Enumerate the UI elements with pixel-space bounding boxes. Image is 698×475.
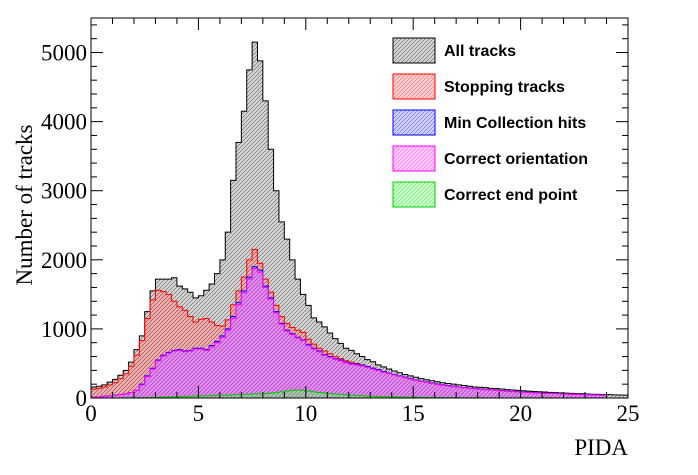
x-tick-label: 10 bbox=[294, 401, 317, 426]
series-outline bbox=[90, 41, 628, 398]
x-tick-label: 0 bbox=[85, 401, 97, 426]
legend-swatch bbox=[392, 73, 436, 100]
x-tick-label: 5 bbox=[193, 401, 205, 426]
x-tick-label: 15 bbox=[402, 401, 425, 426]
y-tick-label: 3000 bbox=[41, 179, 87, 204]
legend-item: Correct orientation bbox=[392, 145, 588, 172]
x-tick-label: 25 bbox=[617, 401, 640, 426]
y-tick-label: 4000 bbox=[41, 110, 87, 135]
series-fill bbox=[91, 268, 607, 398]
legend-label: Stopping tracks bbox=[444, 79, 565, 96]
series-fill bbox=[91, 42, 628, 399]
legend-swatch bbox=[392, 37, 436, 64]
legend: All tracks Stopping tracks Min Collection … bbox=[392, 37, 588, 208]
series-all-tracks bbox=[90, 41, 628, 399]
y-tick-label: 0 bbox=[76, 386, 88, 411]
y-axis-label: Number of tracks bbox=[12, 124, 37, 285]
legend-swatch bbox=[392, 145, 436, 172]
y-tick-label: 2000 bbox=[41, 248, 87, 273]
legend-swatch bbox=[392, 181, 436, 208]
x-axis-label: PIDA bbox=[574, 435, 628, 460]
legend-item: Correct end point bbox=[392, 181, 578, 208]
x-tick-label: 20 bbox=[509, 401, 532, 426]
legend-item: All tracks bbox=[392, 37, 516, 64]
legend-label: Correct end point bbox=[444, 187, 578, 204]
y-tick-label: 5000 bbox=[41, 41, 87, 66]
legend-swatch bbox=[392, 109, 436, 136]
legend-label: All tracks bbox=[444, 43, 516, 60]
legend-item: Stopping tracks bbox=[392, 73, 565, 100]
plot-frame bbox=[90, 17, 629, 399]
y-tick-label: 1000 bbox=[41, 317, 87, 342]
legend-item: Min Collection hits bbox=[392, 109, 586, 136]
axis-ticks: 0 5 10 15 20 25 0 1000 2000 3000 4000 5000 bbox=[41, 18, 640, 426]
legend-label: Correct orientation bbox=[444, 151, 588, 168]
legend-label: Min Collection hits bbox=[444, 115, 586, 132]
